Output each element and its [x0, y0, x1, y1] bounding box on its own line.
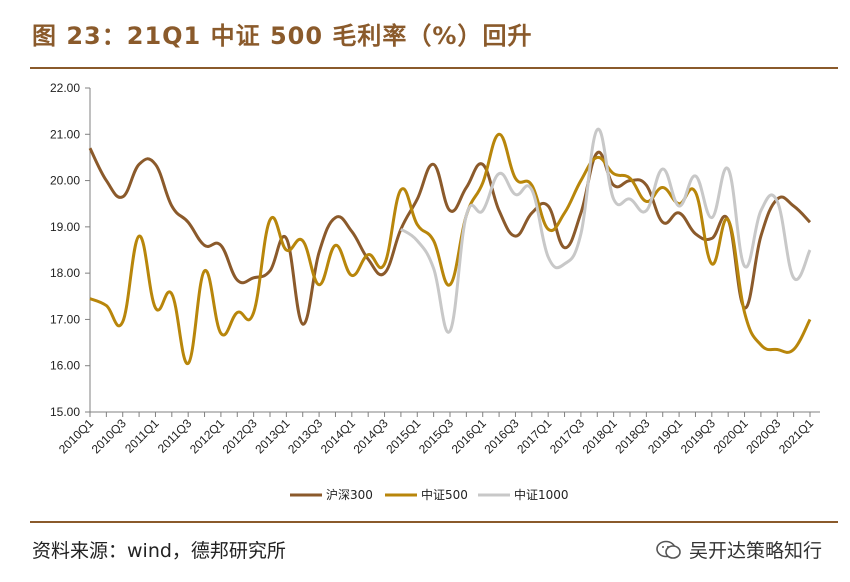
source-note: 资料来源：wind，德邦研究所	[32, 540, 286, 562]
x-tick-label: 2013Q3	[285, 416, 325, 456]
y-tick-label: 21.00	[50, 127, 80, 141]
y-tick-label: 19.00	[50, 220, 80, 234]
x-tick-label: 2017Q1	[514, 416, 554, 456]
x-tick-label: 2015Q1	[383, 416, 423, 456]
x-tick-label: 2019Q3	[678, 416, 718, 456]
watermark-text: 吴开达策略知行	[688, 540, 822, 562]
chart-legend: 沪深300 中证500 中证1000	[290, 487, 569, 502]
y-tick-label: 18.00	[50, 266, 80, 280]
y-tick-label: 16.00	[50, 359, 80, 373]
x-tick-label: 2014Q3	[351, 416, 391, 456]
x-tick-label: 2020Q1	[711, 416, 751, 456]
x-tick-label: 2018Q1	[580, 416, 620, 456]
chart-series	[88, 128, 812, 365]
y-tick-label: 17.00	[50, 312, 80, 326]
x-tick-label: 2011Q3	[155, 416, 195, 456]
watermark: 吴开达策略知行	[655, 536, 822, 563]
footer-divider	[30, 521, 838, 523]
y-tick-label: 15.00	[50, 405, 80, 419]
x-tick-label: 2012Q1	[187, 416, 227, 456]
x-tick-label: 2021Q1	[776, 416, 816, 456]
legend-label: 沪深300	[326, 488, 373, 502]
wechat-icon	[656, 540, 681, 559]
x-tick-label: 2017Q3	[547, 416, 587, 456]
series-line-中证1000	[400, 128, 812, 334]
x-tick-label: 2012Q3	[220, 416, 260, 456]
title-divider	[30, 67, 838, 69]
x-tick-label: 2010Q1	[56, 416, 96, 456]
legend-label: 中证500	[421, 487, 468, 502]
x-tick-label: 2016Q3	[481, 416, 521, 456]
page-title: 图 23：21Q1 中证 500 毛利率（%）回升	[32, 22, 533, 50]
legend-label: 中证1000	[514, 487, 569, 502]
x-tick-label: 2016Q1	[449, 416, 489, 456]
series-line-沪深300	[88, 147, 812, 326]
x-tick-label: 2011Q1	[122, 416, 162, 456]
y-tick-label: 20.00	[50, 174, 80, 188]
y-tick-label: 22.00	[50, 81, 80, 95]
x-tick-label: 2015Q3	[416, 416, 456, 456]
x-tick-label: 2010Q3	[89, 416, 129, 456]
series-line-中证500	[89, 132, 812, 365]
x-tick-label: 2013Q1	[252, 416, 292, 456]
x-tick-label: 2018Q3	[612, 416, 652, 456]
x-tick-label: 2019Q1	[645, 416, 685, 456]
x-tick-label: 2020Q3	[743, 416, 783, 456]
x-tick-label: 2014Q1	[318, 416, 358, 456]
